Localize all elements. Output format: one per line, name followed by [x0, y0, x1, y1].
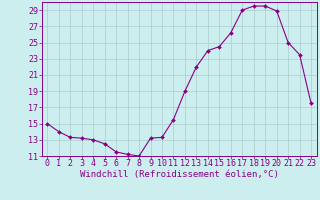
- X-axis label: Windchill (Refroidissement éolien,°C): Windchill (Refroidissement éolien,°C): [80, 170, 279, 179]
